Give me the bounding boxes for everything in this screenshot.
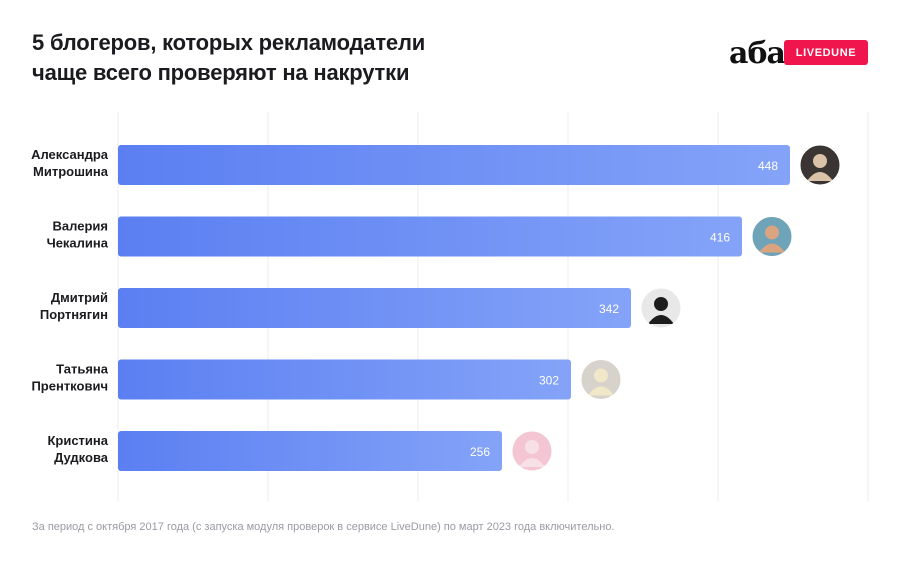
livedune-badge: LIVEDUNE xyxy=(784,40,868,65)
category-label: Александра Митрошина xyxy=(31,147,109,179)
blogger-avatar xyxy=(580,359,622,400)
bar xyxy=(118,359,571,400)
category-label: Татьяна Пренткович xyxy=(31,362,108,394)
blogger-avatar xyxy=(640,287,682,329)
blogger-avatar xyxy=(799,144,841,186)
category-label: Валерия Чекалина xyxy=(47,219,109,251)
bars: Александра Митрошина 448 Валерия Чекалина 416… xyxy=(31,144,841,472)
bar-value-label: 448 xyxy=(758,159,778,173)
bar xyxy=(118,288,631,328)
blogger-avatar xyxy=(511,430,553,472)
bar xyxy=(118,216,742,257)
bar-value-label: 256 xyxy=(470,445,490,459)
bar-value-label: 302 xyxy=(539,374,559,388)
category-label: Дмитрий Портнягин xyxy=(40,290,108,322)
aba-logo: аба xyxy=(729,36,786,71)
category-label: Кристина Дудкова xyxy=(47,433,108,465)
footnote: За период с октября 2017 года (с запуска… xyxy=(32,521,615,533)
bar-value-label: 342 xyxy=(599,302,619,316)
bar xyxy=(118,145,790,185)
bar xyxy=(118,431,502,471)
chart-title: 5 блогеров, которых рекламодатели чаще в… xyxy=(32,30,426,85)
bar-value-label: 416 xyxy=(710,231,730,245)
blogger-avatar xyxy=(751,216,793,257)
